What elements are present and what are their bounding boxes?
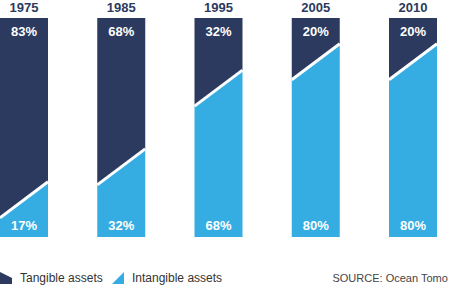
svg-text:83%: 83%: [11, 24, 37, 39]
svg-text:32%: 32%: [205, 24, 231, 39]
svg-text:68%: 68%: [205, 218, 231, 233]
svg-text:2005: 2005: [301, 0, 330, 15]
svg-text:Tangible assets: Tangible assets: [20, 271, 103, 285]
svg-text:17%: 17%: [11, 218, 37, 233]
svg-text:20%: 20%: [400, 24, 426, 39]
svg-text:1995: 1995: [204, 0, 233, 15]
svg-text:SOURCE: Ocean Tomo: SOURCE: Ocean Tomo: [332, 272, 447, 284]
svg-text:2010: 2010: [399, 0, 428, 15]
svg-text:80%: 80%: [303, 218, 329, 233]
svg-text:1985: 1985: [107, 0, 136, 15]
svg-text:Intangible assets: Intangible assets: [132, 271, 222, 285]
svg-text:20%: 20%: [303, 24, 329, 39]
svg-text:68%: 68%: [108, 24, 134, 39]
svg-text:1975: 1975: [10, 0, 39, 15]
svg-text:80%: 80%: [400, 218, 426, 233]
svg-text:32%: 32%: [108, 218, 134, 233]
